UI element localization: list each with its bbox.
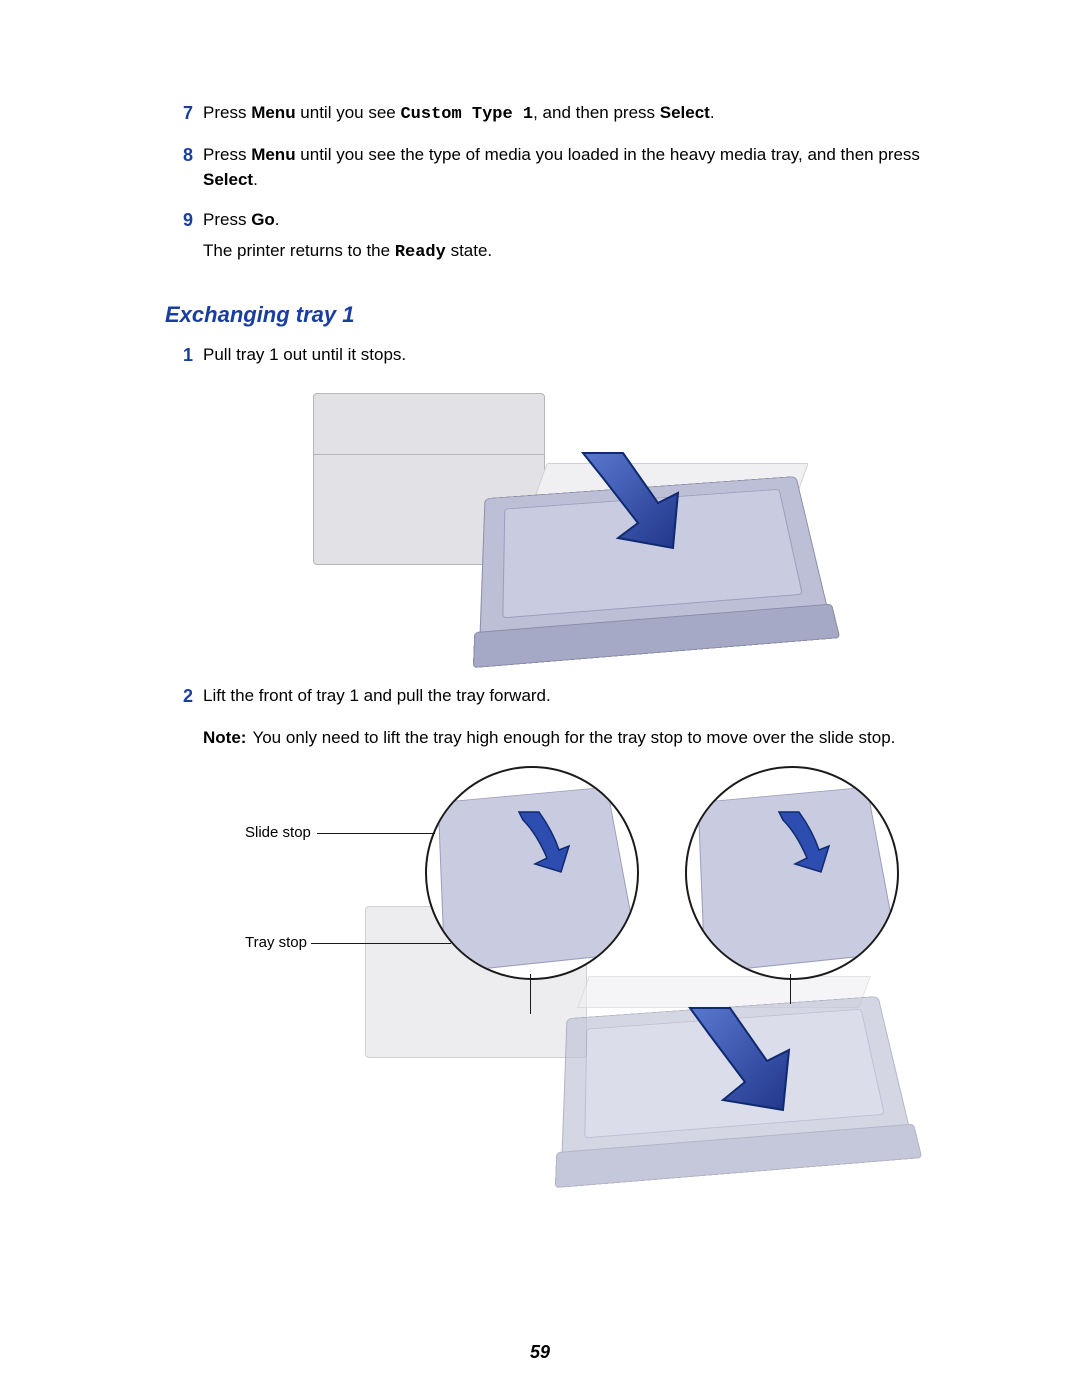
step-text: Pull tray 1 out until it stops. [203, 342, 960, 368]
step-number: 2 [165, 683, 203, 710]
leader-line [790, 974, 791, 1004]
section-step-2: 2 Lift the front of tray 1 and pull the … [165, 683, 960, 715]
step-number: 1 [165, 342, 203, 369]
step-body: Press Menu until you see Custom Type 1, … [203, 100, 960, 134]
step-text: Press Menu until you see Custom Type 1, … [203, 100, 960, 128]
note-label: Note: [203, 725, 252, 751]
section-heading: Exchanging tray 1 [165, 302, 960, 328]
section-step-1: 1 Pull tray 1 out until it stops. [165, 342, 960, 374]
manual-page: 7 Press Menu until you see Custom Type 1… [0, 0, 1080, 1397]
step-text: Lift the front of tray 1 and pull the tr… [203, 683, 960, 709]
section-steps: 1 Pull tray 1 out until it stops. [165, 342, 960, 374]
top-steps: 7 Press Menu until you see Custom Type 1… [165, 100, 960, 272]
step-9: 9 Press Go. The printer returns to the R… [165, 207, 960, 272]
label-slide-stop: Slide stop [245, 824, 311, 841]
label-tray-stop: Tray stop [245, 934, 307, 951]
step-aftertext: The printer returns to the Ready state. [203, 238, 960, 266]
lift-arrow-icon [771, 806, 831, 876]
section-steps-2: 2 Lift the front of tray 1 and pull the … [165, 683, 960, 715]
page-number: 59 [0, 1342, 1080, 1363]
step-number: 7 [165, 100, 203, 127]
leader-line [317, 833, 435, 834]
step-body: Pull tray 1 out until it stops. [203, 342, 960, 374]
note-block: Note: You only need to lift the tray hig… [203, 725, 960, 751]
tray-inner [502, 489, 803, 618]
step-text: Press Go. [203, 207, 960, 233]
tray-inner [584, 1009, 885, 1138]
step-body: Press Go. The printer returns to the Rea… [203, 207, 960, 272]
step-number: 9 [165, 207, 203, 234]
tray-illustration [561, 996, 913, 1170]
callout-tray-stop [685, 766, 899, 980]
lift-arrow-icon [511, 806, 571, 876]
step-body: Lift the front of tray 1 and pull the tr… [203, 683, 960, 715]
note-text: You only need to lift the tray high enou… [252, 725, 960, 751]
step-7: 7 Press Menu until you see Custom Type 1… [165, 100, 960, 134]
step-body: Press Menu until you see the type of med… [203, 142, 960, 199]
tray-illustration [478, 476, 830, 650]
callout-slide-stop [425, 766, 639, 980]
step-8: 8 Press Menu until you see the type of m… [165, 142, 960, 199]
leader-line [311, 943, 451, 944]
figure-tray-lift: Slide stop Tray stop [245, 766, 965, 1186]
step-text: Press Menu until you see the type of med… [203, 142, 960, 193]
figure-tray-pull [283, 383, 843, 663]
leader-line [530, 974, 531, 1014]
step-number: 8 [165, 142, 203, 169]
